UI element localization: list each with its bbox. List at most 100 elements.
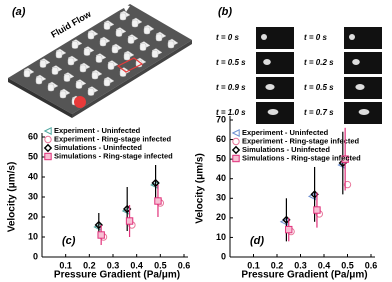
y-tick-label: 70 xyxy=(216,114,226,124)
y-axis-label: Velocity (μm/s) xyxy=(7,162,18,233)
time-label: t = 0.5 s xyxy=(304,83,334,92)
pillar-side xyxy=(155,33,163,42)
panel-label: (d) xyxy=(250,235,264,247)
y-tick-label: 40 xyxy=(28,171,38,181)
marker xyxy=(97,231,105,239)
pillar-side xyxy=(143,26,151,35)
legend-marker xyxy=(43,126,52,136)
pillar-side xyxy=(39,60,47,68)
pillar-side xyxy=(119,69,127,77)
pillar-side xyxy=(107,62,115,70)
y-tick-label: 60 xyxy=(28,131,38,141)
y-tick-label: 0 xyxy=(33,251,38,261)
pillar-side xyxy=(35,76,43,85)
legend-label: Simulations - Ring-stage infected xyxy=(242,153,361,162)
pillar-side xyxy=(59,90,67,99)
x-tick-label: 0.6 xyxy=(178,260,191,270)
legend-label: Simulations - Ring-stage infected xyxy=(54,151,173,160)
y-tick-label: 30 xyxy=(216,193,226,203)
pillar-side xyxy=(67,57,75,66)
panel-label: (b) xyxy=(218,6,232,18)
pillar-side xyxy=(123,52,131,61)
legend-marker xyxy=(231,128,240,138)
pillar-side xyxy=(91,71,99,80)
time-label: t = 0.7 s xyxy=(304,108,334,117)
y-tick-label: 50 xyxy=(28,151,38,161)
panel-label: (c) xyxy=(62,235,76,247)
legend-marker xyxy=(231,145,241,155)
time-label: t = 1.0 s xyxy=(216,108,246,117)
video-frame xyxy=(344,27,382,49)
marker xyxy=(285,225,293,234)
legend-marker xyxy=(232,154,240,163)
pillar-side xyxy=(83,48,91,56)
x-tick-label: 0.6 xyxy=(365,260,378,270)
pillar-side xyxy=(71,41,79,49)
y-tick-label: 40 xyxy=(216,173,226,183)
x-tick-label: 0.2 xyxy=(271,260,284,270)
x-axis-label: Pressure Gradient (Pa/μm) xyxy=(241,270,367,281)
marker xyxy=(125,217,134,225)
pillar-side xyxy=(119,12,127,21)
legend-label: Simulations - Uninfected xyxy=(242,145,330,154)
y-tick-label: 0 xyxy=(221,251,226,261)
x-tick-label: 0.1 xyxy=(59,260,72,270)
cell xyxy=(355,84,365,90)
pillar-side xyxy=(87,88,95,96)
time-label: t = 0 s xyxy=(304,33,327,42)
pillar-side xyxy=(87,31,95,40)
panel-label: (a) xyxy=(12,6,26,18)
y-axis-label: Velocity (μm/s) xyxy=(195,153,206,224)
y-tick-label: 20 xyxy=(216,212,226,222)
pillar-side xyxy=(103,78,111,87)
legend-marker xyxy=(232,137,240,146)
y-tick-label: 50 xyxy=(216,154,226,164)
time-label: t = 0.9 s xyxy=(216,83,246,92)
marker xyxy=(343,180,352,189)
y-tick-label: 30 xyxy=(28,191,38,201)
cell xyxy=(358,109,370,115)
marker xyxy=(94,220,103,230)
pillar-side xyxy=(99,38,107,47)
legend-label: Experiment - Ring-stage infected xyxy=(242,136,360,145)
marker xyxy=(154,197,162,205)
legend-label: Experiment - Uninfected xyxy=(54,126,141,135)
marker xyxy=(313,206,321,214)
cell xyxy=(265,84,275,90)
x-tick-label: 0.3 xyxy=(294,260,307,270)
pillar-side xyxy=(131,19,139,28)
y-tick-label: 20 xyxy=(28,211,38,221)
x-tick-label: 0.1 xyxy=(247,260,260,270)
x-tick-label: 0.2 xyxy=(83,260,96,270)
x-tick-label: 0.3 xyxy=(107,260,120,270)
pillar-side xyxy=(23,69,31,78)
cell xyxy=(349,34,355,40)
pillar-side xyxy=(167,40,175,49)
video-frame xyxy=(256,52,294,74)
x-tick-label: 0.5 xyxy=(341,260,354,270)
legend-marker xyxy=(44,135,52,144)
pillar-side xyxy=(111,45,119,54)
time-label: t = 0 s xyxy=(216,33,239,42)
legend-marker xyxy=(44,152,52,161)
x-tick-label: 0.4 xyxy=(318,260,331,270)
video-frame xyxy=(344,52,382,74)
legend-marker xyxy=(43,143,53,153)
cell xyxy=(263,59,271,65)
pillar-side xyxy=(95,55,103,63)
x-axis-label: Pressure Gradient (Pa/μm) xyxy=(54,270,180,281)
cell xyxy=(261,34,267,40)
chip-illustration xyxy=(8,4,192,118)
y-tick-label: 10 xyxy=(216,232,226,242)
pillar-side xyxy=(103,22,111,30)
legend-label: Experiment - Ring-stage infected xyxy=(54,134,172,143)
time-label: t = 0.5 s xyxy=(216,58,246,67)
cell xyxy=(267,109,279,115)
y-tick-label: 10 xyxy=(28,231,38,241)
pillar-side xyxy=(55,50,63,59)
pillar-side xyxy=(47,83,55,92)
x-tick-label: 0.4 xyxy=(130,260,143,270)
time-label: t = 0.2 s xyxy=(304,58,334,67)
pillar-side xyxy=(127,36,135,44)
